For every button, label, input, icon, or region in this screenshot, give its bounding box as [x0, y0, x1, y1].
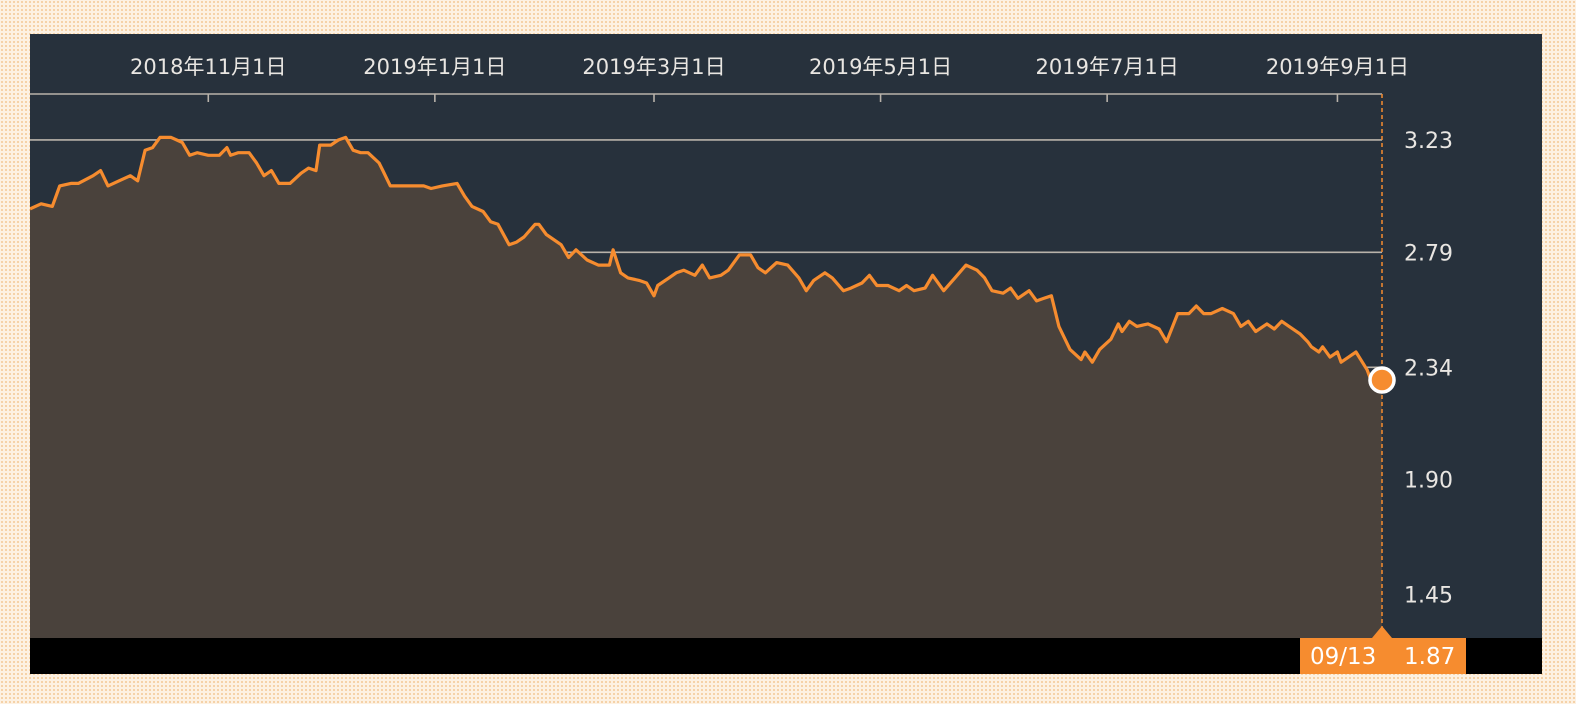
y-tick-label: 3.23	[1404, 129, 1453, 154]
crosshair-pointer	[1372, 626, 1392, 638]
cursor-readout: 09/13 1.87	[1300, 638, 1466, 674]
x-tick-label: 2019年3月1日	[582, 55, 725, 79]
bottom-bar	[30, 638, 1542, 674]
y-tick-label: 2.79	[1404, 241, 1453, 266]
series-area	[30, 137, 1382, 638]
y-tick-label: 2.34	[1404, 356, 1453, 381]
x-tick-label: 2018年11月1日	[130, 55, 287, 79]
y-axis: 3.23 2.79 2.34 1.90 1.45	[1404, 129, 1453, 609]
x-axis: 2018年11月1日 2019年1月1日 2019年3月1日 2019年5月1日 201…	[30, 55, 1409, 102]
x-tick-label: 2019年1月1日	[363, 55, 506, 79]
cursor-value-label: 1.87	[1404, 644, 1456, 670]
last-point-marker	[1368, 366, 1396, 394]
area-layer	[30, 135, 1382, 638]
series-line	[30, 135, 1382, 382]
x-tick-label: 2019年5月1日	[809, 55, 952, 79]
x-tick-label: 2019年9月1日	[1266, 55, 1409, 79]
cursor-layer	[1368, 94, 1396, 638]
x-tick-label: 2019年7月1日	[1036, 55, 1179, 79]
y-tick-label: 1.90	[1404, 469, 1453, 494]
cursor-date-label: 09/13	[1310, 644, 1377, 670]
chart-frame: 2018年11月1日 2019年1月1日 2019年3月1日 2019年5月1日 201…	[30, 34, 1542, 674]
y-tick-label: 1.45	[1404, 584, 1453, 609]
chart-svg: 2018年11月1日 2019年1月1日 2019年3月1日 2019年5月1日 201…	[30, 55, 1453, 638]
